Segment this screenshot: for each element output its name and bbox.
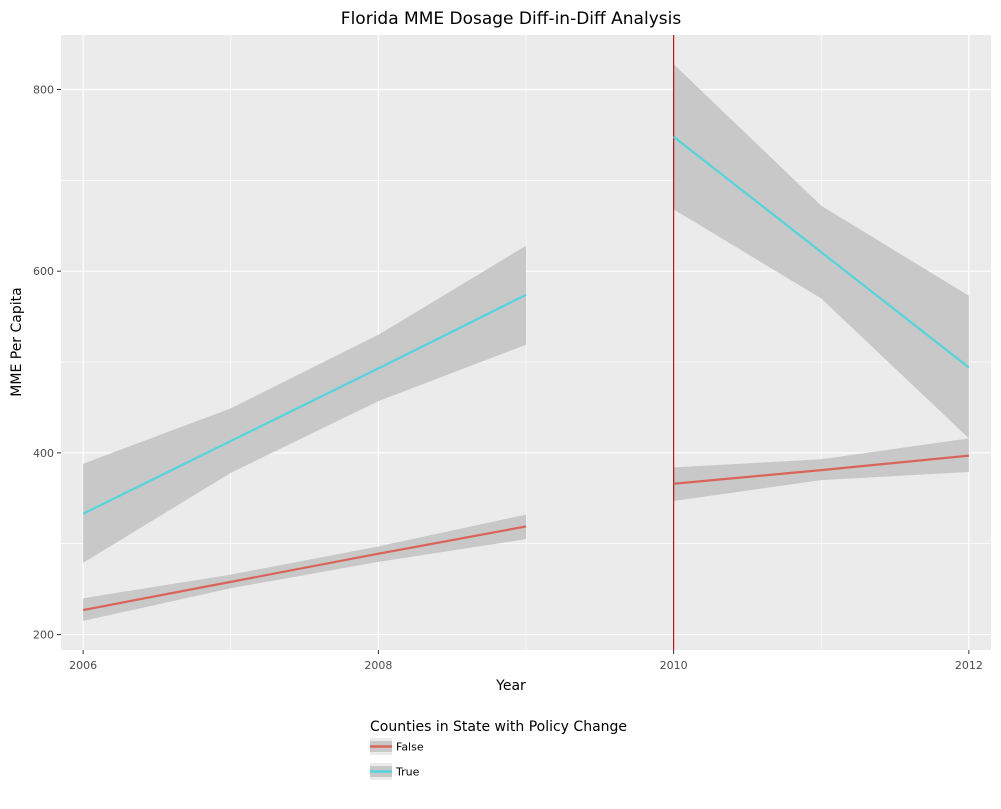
x-tick-label: 2012 (955, 659, 983, 672)
line-true-2 (672, 135, 970, 369)
legend-items: False True (370, 738, 424, 780)
y-axis-ticks: 200 400 600 800 (33, 84, 61, 642)
chart-title: Florida MME Dosage Diff-in-Diff Analysis (341, 9, 682, 29)
legend-label-true: True (395, 766, 420, 779)
legend: Counties in State with Policy Change Fal… (370, 719, 627, 780)
x-axis-ticks: 2006 2008 2010 2012 (69, 650, 983, 672)
y-axis-label: MME Per Capita (9, 287, 25, 396)
legend-label-false: False (396, 741, 424, 754)
line-true-1 (82, 293, 527, 515)
line-false-1 (82, 525, 527, 612)
y-tick-label: 600 (33, 265, 54, 278)
x-axis-label: Year (495, 678, 526, 694)
legend-title: Counties in State with Policy Change (370, 719, 627, 735)
x-tick-label: 2010 (660, 659, 688, 672)
line-false-2 (673, 454, 969, 485)
x-tick-label: 2006 (69, 659, 97, 672)
y-tick-label: 200 (33, 629, 54, 642)
y-tick-label: 800 (33, 84, 54, 97)
x-tick-label: 2008 (364, 659, 392, 672)
series-lines (82, 135, 970, 612)
y-tick-label: 400 (33, 447, 54, 460)
